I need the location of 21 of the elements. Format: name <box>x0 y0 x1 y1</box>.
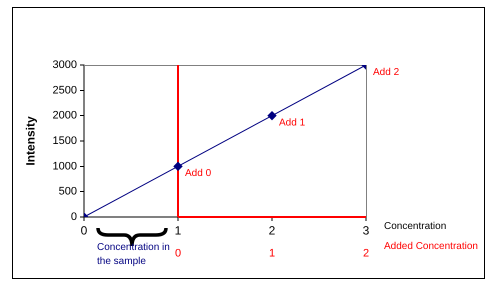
y-tick-label: 0 <box>70 211 77 224</box>
x-tick-label: 1 <box>174 224 182 238</box>
x2-tick-label: 2 <box>362 248 370 260</box>
x-tick-label: 2 <box>268 224 276 238</box>
x2-tick-label: 1 <box>268 248 276 260</box>
x2-axis-title: Added Concentration <box>384 240 478 252</box>
y-tick-label: 1500 <box>52 135 77 148</box>
y-tick-label: 2500 <box>52 84 77 96</box>
x-tick-label: 0 <box>80 224 88 238</box>
annotation: Add 0 <box>185 168 212 180</box>
annotation: Add 1 <box>279 117 306 128</box>
annotation: Add 2 <box>373 66 400 78</box>
y-tick-label: 1000 <box>52 160 77 172</box>
text: Concentration in the sample <box>97 241 171 269</box>
y-tick-label: 2000 <box>52 110 77 122</box>
y-axis-title: Intensity <box>24 116 38 166</box>
y-tick-label: 500 <box>58 186 77 198</box>
y-tick-label: 3000 <box>52 59 77 72</box>
x-axis-title: Concentration <box>384 220 446 232</box>
x2-tick-label: 0 <box>174 248 182 260</box>
x-tick-label: 3 <box>362 224 370 238</box>
